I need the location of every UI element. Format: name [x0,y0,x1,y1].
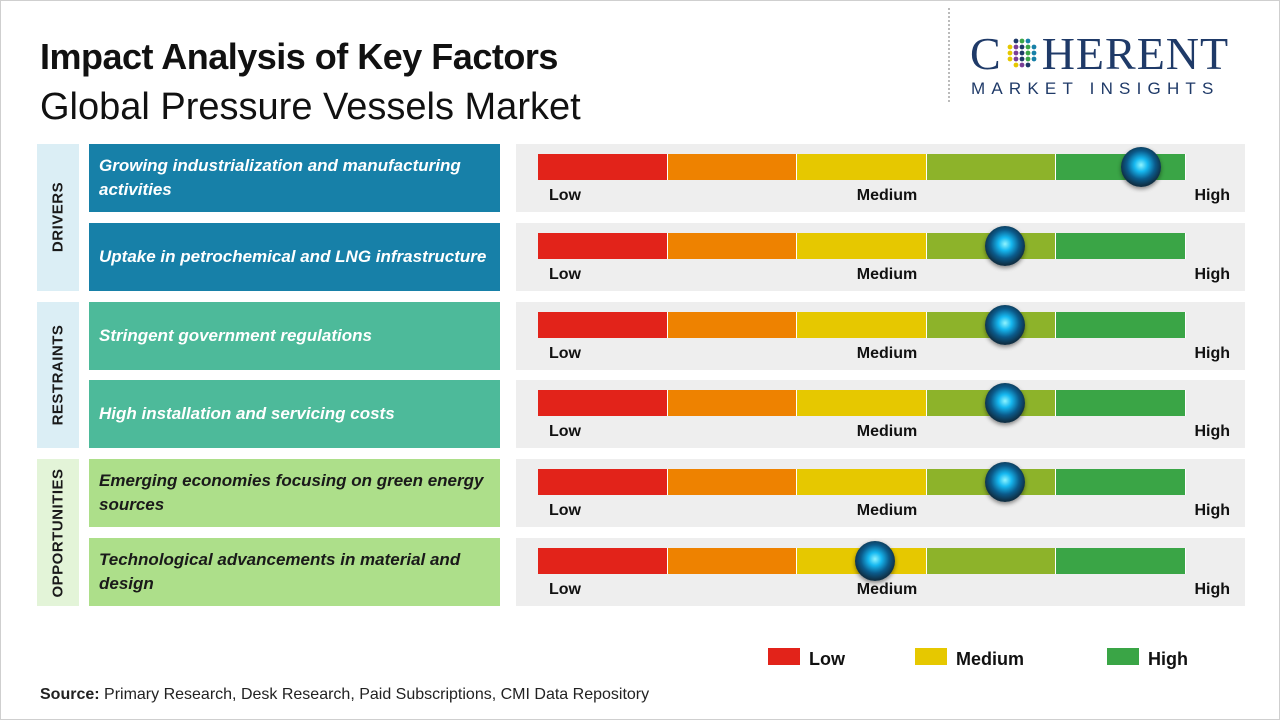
category-opportunities: OPPORTUNITIES [37,459,79,606]
category-restraints: RESTRAINTS [37,301,79,449]
legend-label-high: High [1148,649,1188,669]
scale-label-low: Low [549,423,581,441]
scale-segment [667,311,798,338]
legend-label-medium: Medium [956,649,1025,669]
impact-indicator [984,304,1025,345]
logo-letter-c: C [970,28,1002,79]
scale-segment [1056,390,1186,417]
category-drivers: DRIVERS [37,144,79,291]
scale-segment [538,548,668,574]
source-note: Source: Primary Research, Desk Research,… [40,686,649,704]
scale-segment [1056,232,1186,259]
impact-scale [538,469,1186,496]
scale-label-medium: Medium [856,344,918,362]
legend-label-low: Low [809,649,845,669]
legend-swatch-low [768,648,800,665]
scale-label-high: High [1194,344,1230,362]
scale-segment [1056,548,1186,574]
scale-label-high: High [1194,187,1230,204]
impact-indicator [1120,147,1161,187]
scale-segment [797,469,927,496]
legend-swatch-high [1107,648,1139,665]
header-divider [948,8,950,102]
scale-segment [667,548,798,574]
impact-indicator [854,541,895,581]
scale-label-low: Low [549,187,581,204]
category-label: OPPORTUNITIES [49,468,67,598]
impact-indicator [984,383,1025,424]
category-label: DRIVERS [49,182,67,253]
scale-segment [797,232,927,259]
source-label: Source: [40,686,100,703]
brand-tagline: MARKET INSIGHTS [971,79,1220,98]
scale-segment [667,232,798,259]
scale-segment [538,390,668,417]
scale-segment [538,154,668,180]
scale-segment [797,311,927,338]
impact-scale [538,232,1186,259]
scale-label-low: Low [549,265,581,283]
scale-segment [926,548,1057,574]
impact-scale [538,311,1186,338]
impact-scale [538,154,1186,180]
impact-indicator [984,462,1025,503]
factor-label: Emerging economies focusing on green ene… [89,459,500,528]
page-subtitle: Global Pressure Vessels Market [40,86,581,128]
scale-segment [667,390,798,417]
scale-label-high: High [1194,581,1230,598]
source-text: Primary Research, Desk Research, Paid Su… [99,686,650,703]
scale-segment [926,154,1057,180]
impact-scale [538,548,1186,574]
scale-label-low: Low [549,344,581,362]
scale-label-high: High [1194,502,1230,520]
scale-segment [538,311,668,338]
factor-label: Growing industrialization and manufactur… [89,144,500,212]
scale-segment [538,232,668,259]
scale-label-low: Low [549,502,581,520]
scale-segment [1056,469,1186,496]
scale-segment [1056,311,1186,338]
scale-label-medium: Medium [856,502,918,520]
scale-label-medium: Medium [856,581,918,598]
category-label: RESTRAINTS [49,324,67,426]
logo-letters: HERENT [1041,28,1230,79]
impact-scale [538,390,1186,417]
page-title: Impact Analysis of Key Factors [40,36,558,77]
factor-label: Technological advancements in material a… [89,538,500,606]
factor-label: Uptake in petrochemical and LNG infrastr… [89,222,500,291]
factor-label: Stringent government regulations [89,301,500,370]
scale-label-medium: Medium [856,423,918,441]
logo-mark-icon [1002,33,1042,73]
factor-label: High installation and servicing costs [89,380,500,449]
scale-label-low: Low [549,581,581,598]
brand-logo: C HERENT [970,30,1229,78]
impact-indicator [984,225,1025,266]
scale-segment [797,154,927,180]
scale-segment [667,154,798,180]
scale-label-medium: Medium [856,265,918,283]
scale-label-high: High [1194,423,1230,441]
scale-label-high: High [1194,265,1230,283]
scale-segment [667,469,798,496]
scale-segment [538,469,668,496]
scale-segment [797,390,927,417]
scale-label-medium: Medium [856,187,918,204]
legend-swatch-medium [915,648,947,665]
